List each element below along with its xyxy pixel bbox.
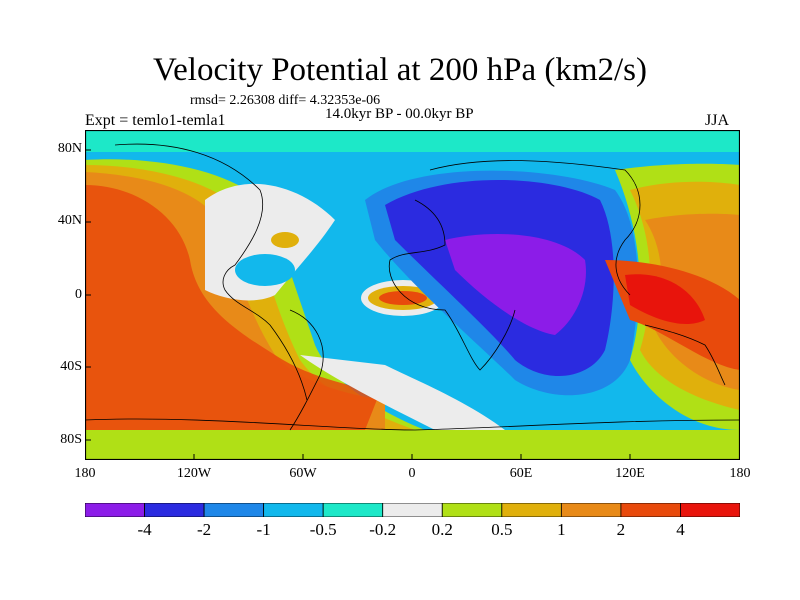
period-label: 14.0kyr BP - 00.0kyr BP: [325, 106, 474, 122]
colorbar-label: -2: [196, 520, 212, 539]
colorbar-swatch: [322, 503, 384, 517]
colorbar-label: 1: [557, 520, 566, 539]
lon-tick-label: 180: [74, 466, 96, 481]
colorbar-label: 4: [676, 520, 685, 539]
colorbar-swatch: [203, 503, 265, 517]
colorbar-swatch: [85, 503, 145, 517]
experiment-label: Expt = temlo1-temla1: [85, 112, 226, 129]
colorbar-swatch: [560, 503, 622, 517]
colorbar-swatch: [501, 503, 562, 517]
colorbar-label: 0.2: [431, 520, 453, 539]
lat-tick-label: 80N: [57, 141, 82, 156]
colorbar-label: -0.2: [369, 520, 397, 539]
velocity-potential-map: [85, 130, 740, 460]
lat-tick-label: 0: [75, 287, 82, 302]
colorbar-swatch: [382, 503, 443, 517]
chart-title: Velocity Potential at 200 hPa (km2/s): [152, 52, 648, 88]
lon-tick-label: 0: [408, 466, 416, 481]
colorbar-label: -0.5: [309, 520, 337, 539]
colorbar-label: 0.5: [491, 520, 513, 539]
colorbar-swatch: [680, 503, 740, 517]
lon-tick-label: 60E: [509, 466, 533, 481]
colorbar-label: -4: [137, 520, 152, 539]
lon-tick-label: 60W: [289, 466, 317, 481]
colorbar-label: -1: [256, 520, 271, 539]
colorbar-swatch: [144, 503, 205, 517]
lon-tick-label: 180: [729, 466, 751, 481]
lat-tick-label: 80S: [60, 432, 82, 447]
lon-tick-label: 120W: [176, 466, 212, 481]
colorbar: [85, 503, 740, 517]
lon-tick-label: 120E: [615, 466, 645, 481]
season-label: JJA: [705, 112, 730, 129]
lat-tick-label: 40S: [60, 359, 82, 374]
colorbar-swatch: [263, 503, 324, 517]
colorbar-swatch: [441, 503, 503, 517]
stats-label: rmsd= 2.26308 diff= 4.32353e-06: [190, 93, 381, 108]
colorbar-label: 2: [616, 520, 626, 539]
lat-tick-label: 40N: [57, 213, 82, 228]
colorbar-swatch: [620, 503, 681, 517]
